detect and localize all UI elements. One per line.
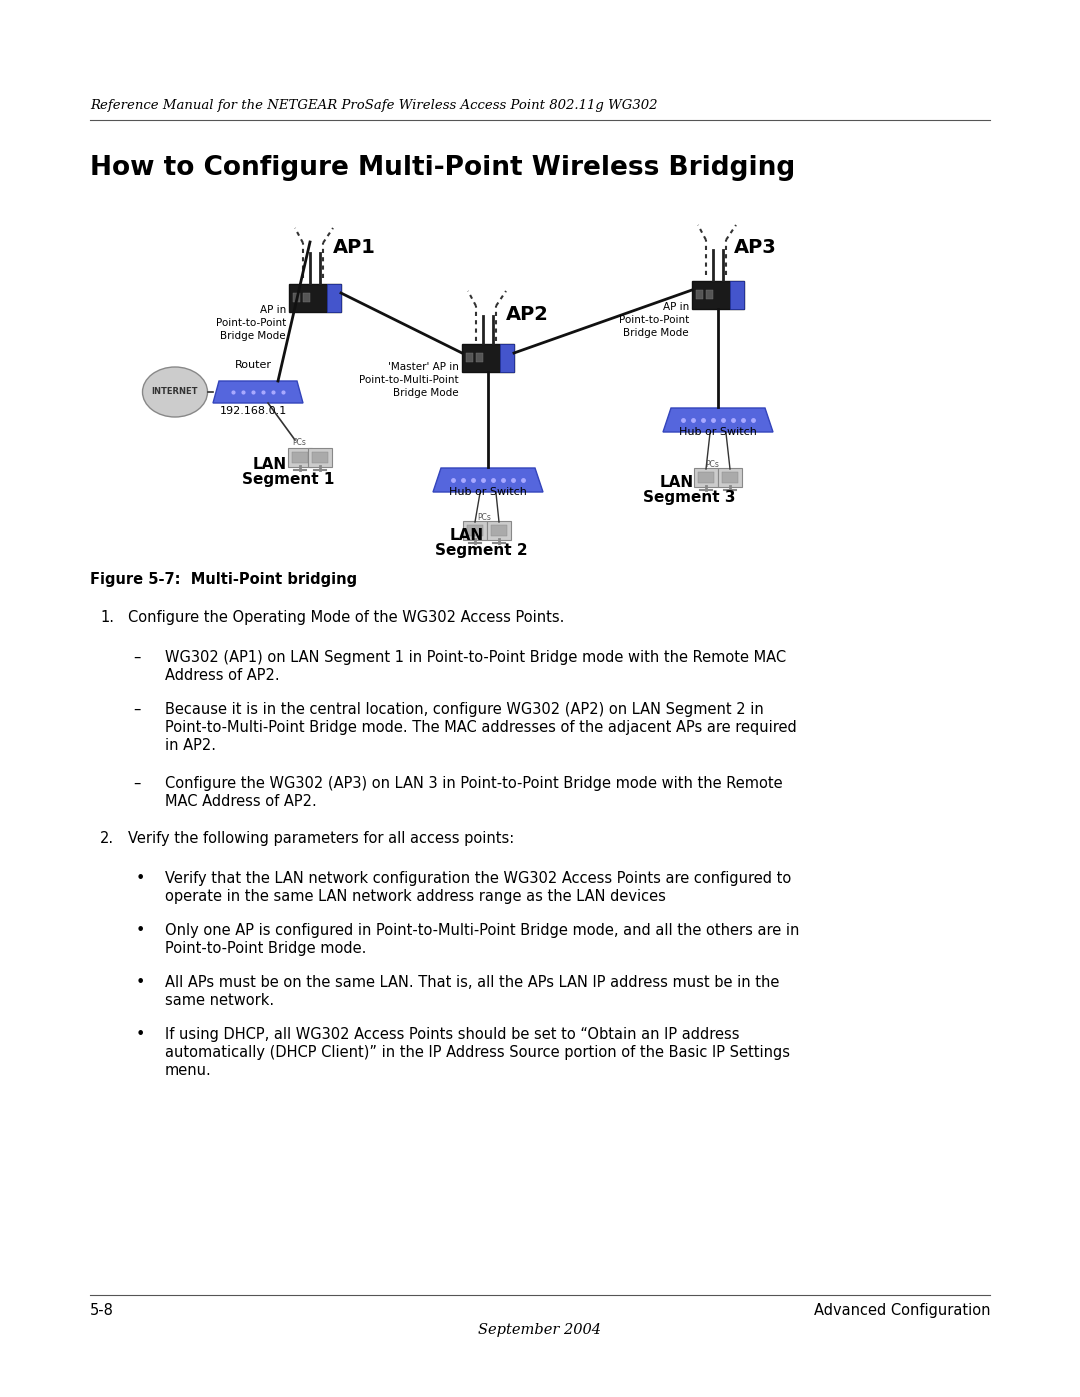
Text: Reference Manual for the NETGEAR ProSafe Wireless Access Point 802.11g WG302: Reference Manual for the NETGEAR ProSafe…: [90, 99, 658, 112]
FancyBboxPatch shape: [462, 344, 514, 372]
Text: Segment 3: Segment 3: [643, 490, 735, 504]
Text: Segment 1: Segment 1: [242, 472, 335, 488]
Text: AP in: AP in: [260, 305, 286, 314]
Text: Advanced Configuration: Advanced Configuration: [813, 1303, 990, 1317]
FancyBboxPatch shape: [476, 353, 483, 362]
FancyBboxPatch shape: [500, 344, 514, 372]
Text: If using DHCP, all WG302 Access Points should be set to “Obtain an IP address: If using DHCP, all WG302 Access Points s…: [165, 1027, 740, 1042]
FancyBboxPatch shape: [696, 291, 703, 299]
Text: automatically (DHCP Client)” in the IP Address Source portion of the Basic IP Se: automatically (DHCP Client)” in the IP A…: [165, 1045, 789, 1060]
Text: WG302 (AP1) on LAN Segment 1 in Point-to-Point Bridge mode with the Remote MAC: WG302 (AP1) on LAN Segment 1 in Point-to…: [165, 650, 786, 665]
FancyBboxPatch shape: [692, 281, 744, 309]
FancyBboxPatch shape: [723, 472, 738, 483]
Text: AP2: AP2: [507, 305, 549, 324]
FancyBboxPatch shape: [465, 353, 473, 362]
FancyBboxPatch shape: [467, 525, 483, 536]
Text: AP3: AP3: [734, 237, 777, 257]
Text: Configure the Operating Mode of the WG302 Access Points.: Configure the Operating Mode of the WG30…: [129, 610, 565, 624]
Text: INTERNET: INTERNET: [152, 387, 199, 397]
Text: Bridge Mode: Bridge Mode: [220, 331, 286, 341]
FancyBboxPatch shape: [491, 525, 507, 536]
Ellipse shape: [143, 367, 207, 416]
Text: All APs must be on the same LAN. That is, all the APs LAN IP address must be in : All APs must be on the same LAN. That is…: [165, 975, 780, 990]
Text: 2.: 2.: [100, 831, 114, 847]
Polygon shape: [663, 408, 773, 432]
Polygon shape: [213, 381, 303, 402]
Text: Segment 2: Segment 2: [435, 543, 528, 557]
FancyBboxPatch shape: [312, 453, 328, 462]
FancyBboxPatch shape: [303, 293, 310, 302]
FancyBboxPatch shape: [730, 281, 744, 309]
Text: Point-to-Point: Point-to-Point: [619, 314, 689, 326]
Text: Hub or Switch: Hub or Switch: [679, 427, 757, 437]
Text: PCs: PCs: [477, 513, 491, 522]
Text: Verify that the LAN network configuration the WG302 Access Points are configured: Verify that the LAN network configuratio…: [165, 870, 792, 886]
FancyBboxPatch shape: [327, 284, 341, 312]
Text: same network.: same network.: [165, 993, 274, 1009]
Text: Because it is in the central location, configure WG302 (AP2) on LAN Segment 2 in: Because it is in the central location, c…: [165, 703, 764, 717]
Text: in AP2.: in AP2.: [165, 738, 216, 753]
FancyBboxPatch shape: [289, 284, 341, 312]
Text: 'Master' AP in: 'Master' AP in: [388, 362, 459, 372]
Text: Verify the following parameters for all access points:: Verify the following parameters for all …: [129, 831, 514, 847]
FancyBboxPatch shape: [706, 291, 713, 299]
Text: –: –: [133, 650, 140, 665]
Text: LAN: LAN: [253, 457, 287, 472]
Text: MAC Address of AP2.: MAC Address of AP2.: [165, 793, 316, 809]
Text: LAN: LAN: [450, 528, 484, 543]
Text: Hub or Switch: Hub or Switch: [449, 488, 527, 497]
Text: September 2004: September 2004: [478, 1323, 602, 1337]
FancyBboxPatch shape: [292, 453, 308, 462]
Text: Configure the WG302 (AP3) on LAN 3 in Point-to-Point Bridge mode with the Remote: Configure the WG302 (AP3) on LAN 3 in Po…: [165, 775, 783, 791]
FancyBboxPatch shape: [718, 468, 742, 488]
Text: Bridge Mode: Bridge Mode: [393, 388, 459, 398]
FancyBboxPatch shape: [698, 472, 714, 483]
Text: operate in the same LAN network address range as the LAN devices: operate in the same LAN network address …: [165, 888, 666, 904]
Text: Figure 5-7:  Multi-Point bridging: Figure 5-7: Multi-Point bridging: [90, 571, 357, 587]
Text: AP1: AP1: [333, 237, 376, 257]
Text: Point-to-Multi-Point: Point-to-Multi-Point: [360, 374, 459, 386]
Text: Only one AP is configured in Point-to-Multi-Point Bridge mode, and all the other: Only one AP is configured in Point-to-Mu…: [165, 923, 799, 937]
FancyBboxPatch shape: [308, 448, 332, 467]
Text: 192.168.0.1: 192.168.0.1: [219, 407, 286, 416]
Text: How to Configure Multi-Point Wireless Bridging: How to Configure Multi-Point Wireless Br…: [90, 155, 795, 182]
FancyBboxPatch shape: [463, 521, 487, 541]
FancyBboxPatch shape: [293, 293, 300, 302]
Text: Bridge Mode: Bridge Mode: [623, 328, 689, 338]
Text: LAN: LAN: [660, 475, 694, 490]
Text: Router: Router: [234, 360, 271, 370]
Polygon shape: [433, 468, 543, 492]
Text: AP in: AP in: [663, 302, 689, 312]
Text: PCs: PCs: [705, 460, 719, 469]
FancyBboxPatch shape: [288, 448, 312, 467]
FancyBboxPatch shape: [694, 468, 718, 488]
Text: •: •: [136, 923, 146, 937]
FancyBboxPatch shape: [487, 521, 511, 541]
Text: •: •: [136, 975, 146, 990]
Text: Point-to-Multi-Point Bridge mode. The MAC addresses of the adjacent APs are requ: Point-to-Multi-Point Bridge mode. The MA…: [165, 719, 797, 735]
Text: Point-to-Point Bridge mode.: Point-to-Point Bridge mode.: [165, 942, 366, 956]
Text: –: –: [133, 775, 140, 791]
Text: •: •: [136, 1027, 146, 1042]
Text: Address of AP2.: Address of AP2.: [165, 668, 280, 683]
Text: •: •: [136, 870, 146, 886]
Text: PCs: PCs: [292, 439, 306, 447]
Text: 1.: 1.: [100, 610, 114, 624]
Text: Point-to-Point: Point-to-Point: [216, 319, 286, 328]
Text: 5-8: 5-8: [90, 1303, 113, 1317]
Text: menu.: menu.: [165, 1063, 212, 1078]
Text: –: –: [133, 703, 140, 717]
